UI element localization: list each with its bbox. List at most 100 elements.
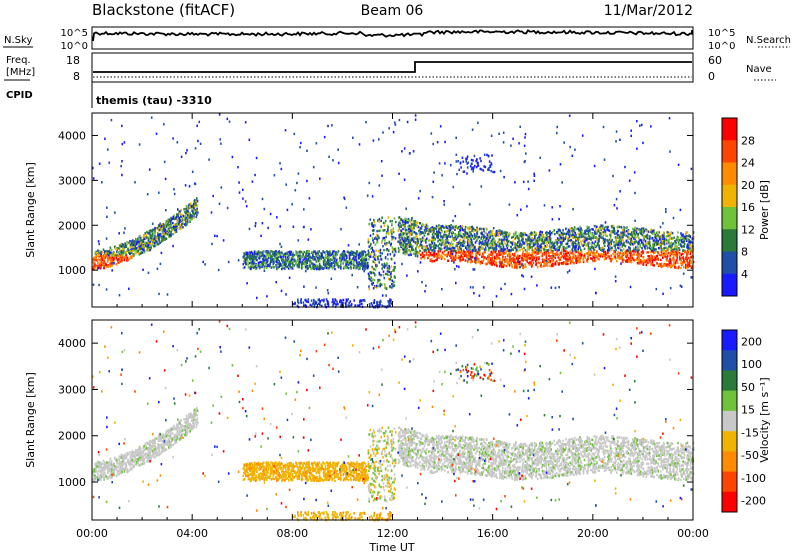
power-point [308, 255, 310, 259]
power-point [505, 251, 507, 255]
power-point [161, 223, 164, 226]
power-point [682, 253, 685, 256]
power-point [547, 252, 550, 255]
power-point [450, 240, 453, 244]
power-point [247, 266, 250, 269]
power-point [464, 225, 467, 229]
power-point [435, 255, 438, 258]
power-point [181, 217, 184, 220]
power-point [404, 217, 406, 221]
power-point [476, 260, 478, 263]
power-point [599, 248, 602, 252]
power-point [408, 231, 411, 234]
power-point [603, 244, 606, 248]
power-point [95, 258, 97, 262]
power-point [304, 263, 306, 266]
power-point [420, 244, 423, 247]
power-point [528, 246, 531, 249]
power-point [599, 225, 601, 229]
power-point [501, 259, 504, 263]
power-point [148, 240, 150, 244]
power-point [593, 260, 595, 263]
power-point [461, 225, 464, 228]
power-point [140, 243, 142, 246]
power-point [571, 236, 574, 239]
power-point [622, 235, 624, 239]
power-point [382, 221, 385, 225]
power-point [372, 278, 374, 281]
power-point [473, 237, 475, 240]
power-point [641, 252, 643, 255]
power-point [278, 251, 281, 255]
power-point [299, 253, 301, 256]
power-point [547, 236, 550, 239]
power-point [611, 257, 614, 261]
power-point [579, 229, 581, 232]
power-point [118, 261, 120, 264]
power-point [135, 247, 137, 250]
power-point [315, 260, 318, 263]
power-point [452, 257, 454, 260]
power-point [653, 255, 656, 258]
power-point [682, 261, 684, 264]
power-point [378, 258, 381, 261]
power-point [476, 251, 478, 254]
power-point [670, 249, 673, 252]
power-point [154, 227, 156, 230]
power-point [629, 248, 632, 252]
power-point [136, 246, 139, 250]
power-point [278, 265, 280, 268]
power-point [196, 204, 199, 207]
power-point [572, 228, 574, 231]
power-point [680, 232, 682, 235]
power-point [511, 263, 513, 267]
power-point [464, 253, 466, 256]
power-point [562, 245, 564, 248]
power-point [503, 235, 506, 239]
power-point [428, 239, 430, 242]
power-point [454, 247, 456, 251]
power-point [470, 260, 472, 263]
power-point [161, 229, 164, 232]
power-point [370, 242, 372, 246]
power-point [503, 240, 505, 243]
power-point [680, 236, 682, 240]
power-point [376, 281, 379, 284]
power-point [460, 247, 462, 250]
power-point [620, 240, 622, 243]
power-point [271, 256, 273, 259]
power-point [381, 216, 383, 219]
power-point [675, 241, 677, 245]
power-point [521, 239, 523, 242]
power-point [324, 251, 326, 254]
power-point [625, 251, 627, 254]
power-point [185, 207, 188, 210]
power-point [651, 260, 654, 263]
power-point [268, 264, 271, 268]
power-point [459, 233, 461, 237]
power-point [129, 250, 132, 253]
power-point [374, 258, 377, 261]
power-point [609, 247, 611, 250]
power-point [441, 236, 444, 239]
power-point [687, 261, 689, 265]
power-point [192, 203, 195, 206]
power-point [394, 247, 396, 251]
power-point [516, 243, 519, 246]
power-point [159, 241, 161, 245]
power-point [495, 249, 497, 252]
power-point [521, 233, 523, 236]
power-point [161, 224, 163, 228]
power-point [435, 233, 438, 237]
power-point [175, 216, 178, 219]
power-point [476, 230, 479, 233]
power-point [564, 233, 567, 236]
power-point [649, 260, 651, 263]
power-point [524, 263, 527, 266]
power-point [172, 217, 174, 220]
power-point [409, 250, 412, 253]
power-point [327, 251, 330, 254]
power-point [402, 239, 405, 243]
power-point [475, 257, 478, 260]
power-point [569, 259, 571, 262]
